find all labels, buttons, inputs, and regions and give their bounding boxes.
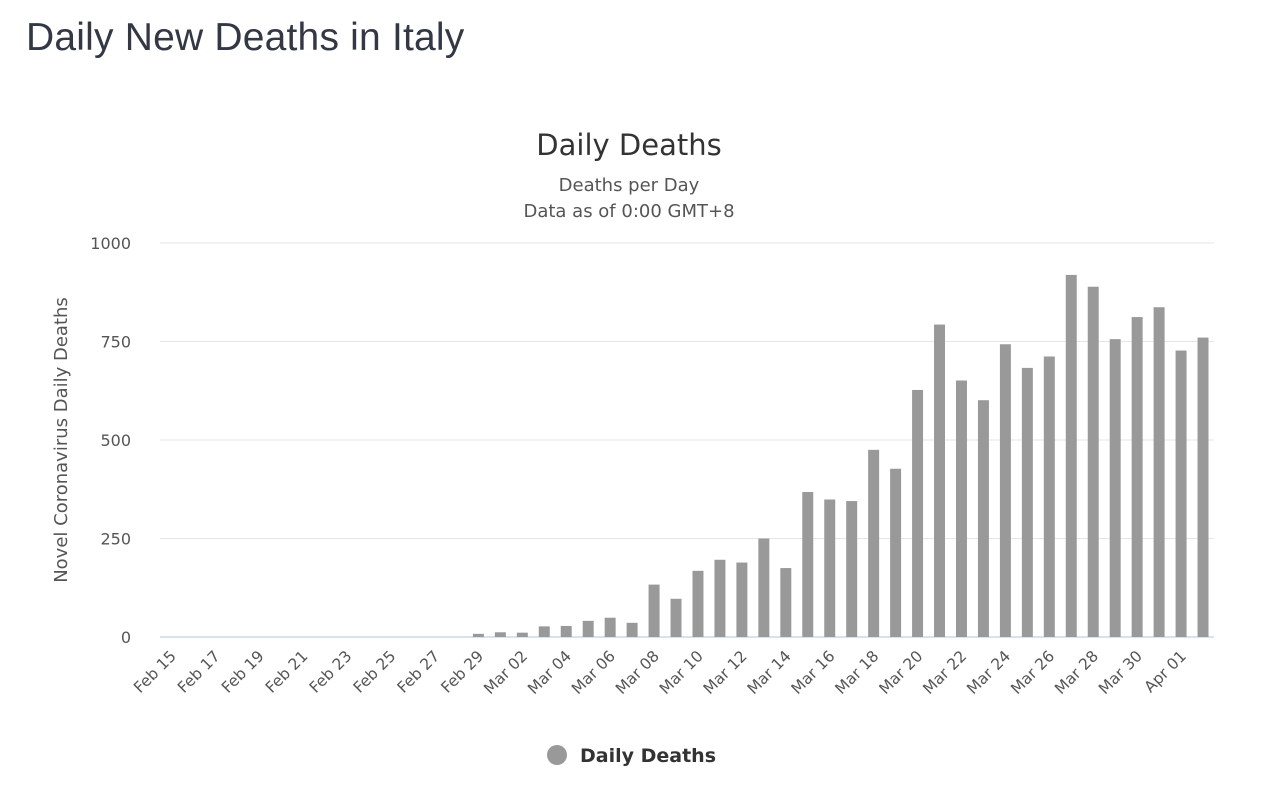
bar[interactable] [538, 626, 550, 637]
x-tick-label: Feb 19 [218, 647, 268, 697]
x-tick-label: Mar 28 [1051, 647, 1102, 698]
x-tick-label: Mar 24 [963, 647, 1014, 698]
bar[interactable] [934, 324, 946, 637]
bar[interactable] [516, 632, 528, 637]
bar[interactable] [692, 570, 704, 637]
bar[interactable] [626, 622, 638, 637]
x-tick-label: Mar 04 [524, 647, 575, 698]
bar[interactable] [604, 617, 616, 637]
legend-label: Daily Deaths [580, 745, 716, 767]
x-tick-label: Feb 23 [306, 647, 356, 697]
x-tick-label: Mar 30 [1095, 647, 1146, 698]
y-tick-label: 750 [100, 333, 131, 352]
bar[interactable] [999, 344, 1011, 637]
x-tick-label: Mar 06 [568, 647, 619, 698]
bar[interactable] [1065, 274, 1077, 637]
x-tick-label: Mar 12 [700, 647, 751, 698]
bar[interactable] [1153, 307, 1165, 637]
x-tick-label: Mar 26 [1007, 647, 1058, 698]
bar[interactable] [824, 499, 836, 637]
bar[interactable] [912, 389, 924, 637]
bar[interactable] [1087, 286, 1099, 637]
x-tick-label: Feb 17 [174, 647, 224, 697]
bar[interactable] [736, 562, 748, 637]
x-tick-label: Feb 25 [350, 647, 400, 697]
x-tick-label: Mar 10 [656, 647, 707, 698]
bar[interactable] [868, 449, 880, 637]
bar[interactable] [1043, 356, 1055, 637]
x-tick-label: Feb 29 [438, 647, 488, 697]
x-tick-label: Mar 08 [612, 647, 663, 698]
x-tick-label: Mar 22 [919, 647, 970, 698]
bar[interactable] [758, 538, 770, 638]
chart-subtitle-line-1: Deaths per Day [559, 175, 700, 196]
bar[interactable] [802, 492, 814, 637]
bar[interactable] [1021, 367, 1033, 637]
bar[interactable] [472, 633, 484, 637]
bar[interactable] [1109, 339, 1121, 637]
bar[interactable] [846, 501, 858, 637]
x-tick-label: Mar 14 [744, 647, 795, 698]
bar[interactable] [890, 468, 902, 637]
x-tick-label: Feb 15 [130, 647, 180, 697]
bar[interactable] [714, 559, 726, 637]
x-tick-label: Apr 01 [1141, 647, 1190, 696]
bar[interactable] [780, 568, 792, 637]
bar[interactable] [670, 598, 682, 637]
y-axis-label: Novel Coronavirus Daily Deaths [51, 297, 72, 583]
y-tick-label: 500 [100, 431, 131, 450]
y-tick-label: 0 [121, 628, 131, 647]
bar[interactable] [582, 620, 594, 637]
legend-marker [547, 745, 567, 765]
bar[interactable] [1131, 317, 1143, 637]
bar[interactable] [1197, 337, 1209, 637]
bar[interactable] [1175, 350, 1187, 637]
bar[interactable] [955, 380, 967, 637]
bar[interactable] [648, 584, 660, 637]
y-tick-label: 250 [100, 530, 131, 549]
bar[interactable] [977, 400, 989, 637]
x-tick-label: Mar 02 [480, 647, 531, 698]
chart-title: Daily Deaths [536, 128, 721, 162]
x-tick-label: Mar 18 [832, 647, 883, 698]
y-tick-label: 1000 [90, 234, 131, 253]
x-tick-label: Mar 16 [788, 647, 839, 698]
chart-subtitle-line-2: Data as of 0:00 GMT+8 [523, 201, 734, 222]
page-title: Daily New Deaths in Italy [26, 16, 465, 59]
x-tick-label: Mar 20 [876, 647, 927, 698]
bar[interactable] [494, 632, 506, 637]
legend[interactable]: Daily Deaths [547, 745, 716, 767]
bar[interactable] [560, 625, 572, 637]
x-tick-label: Feb 21 [262, 647, 312, 697]
x-tick-label: Feb 27 [394, 647, 444, 697]
